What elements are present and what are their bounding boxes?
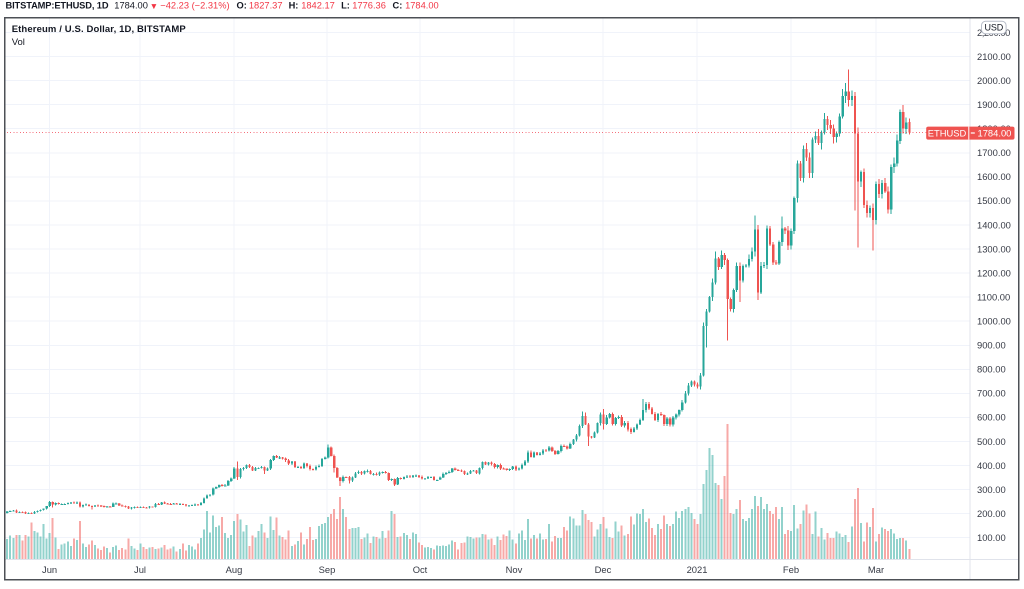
- svg-text:Jun: Jun: [42, 564, 57, 575]
- svg-text:500.00: 500.00: [977, 436, 1006, 447]
- svg-text:Feb: Feb: [783, 564, 799, 575]
- svg-text:Nov: Nov: [506, 564, 523, 575]
- svg-text:1900.00: 1900.00: [977, 99, 1011, 110]
- svg-text:700.00: 700.00: [977, 388, 1006, 399]
- svg-text:L:: L:: [341, 1, 350, 11]
- svg-text:2021: 2021: [687, 564, 708, 575]
- svg-text:1600.00: 1600.00: [977, 171, 1011, 182]
- svg-text:O:: O:: [237, 1, 247, 11]
- svg-text:1784.00: 1784.00: [405, 1, 439, 11]
- svg-text:1400.00: 1400.00: [977, 219, 1011, 230]
- svg-text:1200.00: 1200.00: [977, 267, 1011, 278]
- svg-text:400.00: 400.00: [977, 460, 1006, 471]
- svg-text:100.00: 100.00: [977, 532, 1006, 543]
- svg-text:1700.00: 1700.00: [977, 147, 1011, 158]
- svg-text:Oct: Oct: [413, 564, 428, 575]
- svg-text:1500.00: 1500.00: [977, 195, 1011, 206]
- svg-text:1100.00: 1100.00: [977, 291, 1010, 302]
- svg-text:Vol: Vol: [12, 37, 25, 48]
- svg-text:900.00: 900.00: [977, 340, 1006, 351]
- svg-text:600.00: 600.00: [977, 412, 1006, 423]
- svg-text:Aug: Aug: [226, 564, 243, 575]
- svg-text:BITSTAMP:ETHUSD, 1D: BITSTAMP:ETHUSD, 1D: [6, 1, 109, 11]
- svg-text:C:: C:: [393, 1, 403, 11]
- svg-text:1000.00: 1000.00: [977, 316, 1011, 327]
- svg-text:1300.00: 1300.00: [977, 243, 1011, 254]
- svg-text:1827.37: 1827.37: [249, 1, 283, 11]
- svg-text:1784.00: 1784.00: [114, 1, 148, 11]
- svg-text:1776.36: 1776.36: [352, 1, 386, 11]
- svg-text:▼: ▼: [150, 1, 159, 11]
- svg-text:Ethereum / U.S. Dollar, 1D, BI: Ethereum / U.S. Dollar, 1D, BITSTAMP: [12, 24, 187, 35]
- svg-text:Mar: Mar: [868, 564, 884, 575]
- svg-text:Jul: Jul: [134, 564, 146, 575]
- svg-text:Sep: Sep: [319, 564, 336, 575]
- svg-text:1784.00: 1784.00: [978, 128, 1012, 139]
- svg-text:200.00: 200.00: [977, 508, 1006, 519]
- svg-text:800.00: 800.00: [977, 364, 1006, 375]
- svg-text:Dec: Dec: [595, 564, 612, 575]
- svg-text:2000.00: 2000.00: [977, 75, 1011, 86]
- svg-text:1842.17: 1842.17: [301, 1, 335, 11]
- svg-text:−42.23 (−2.31%): −42.23 (−2.31%): [160, 1, 229, 11]
- svg-text:H:: H:: [289, 1, 299, 11]
- svg-text:USD: USD: [984, 23, 1003, 33]
- svg-text:2100.00: 2100.00: [977, 51, 1011, 62]
- svg-text:300.00: 300.00: [977, 484, 1006, 495]
- svg-text:ETHUSD: ETHUSD: [928, 128, 967, 139]
